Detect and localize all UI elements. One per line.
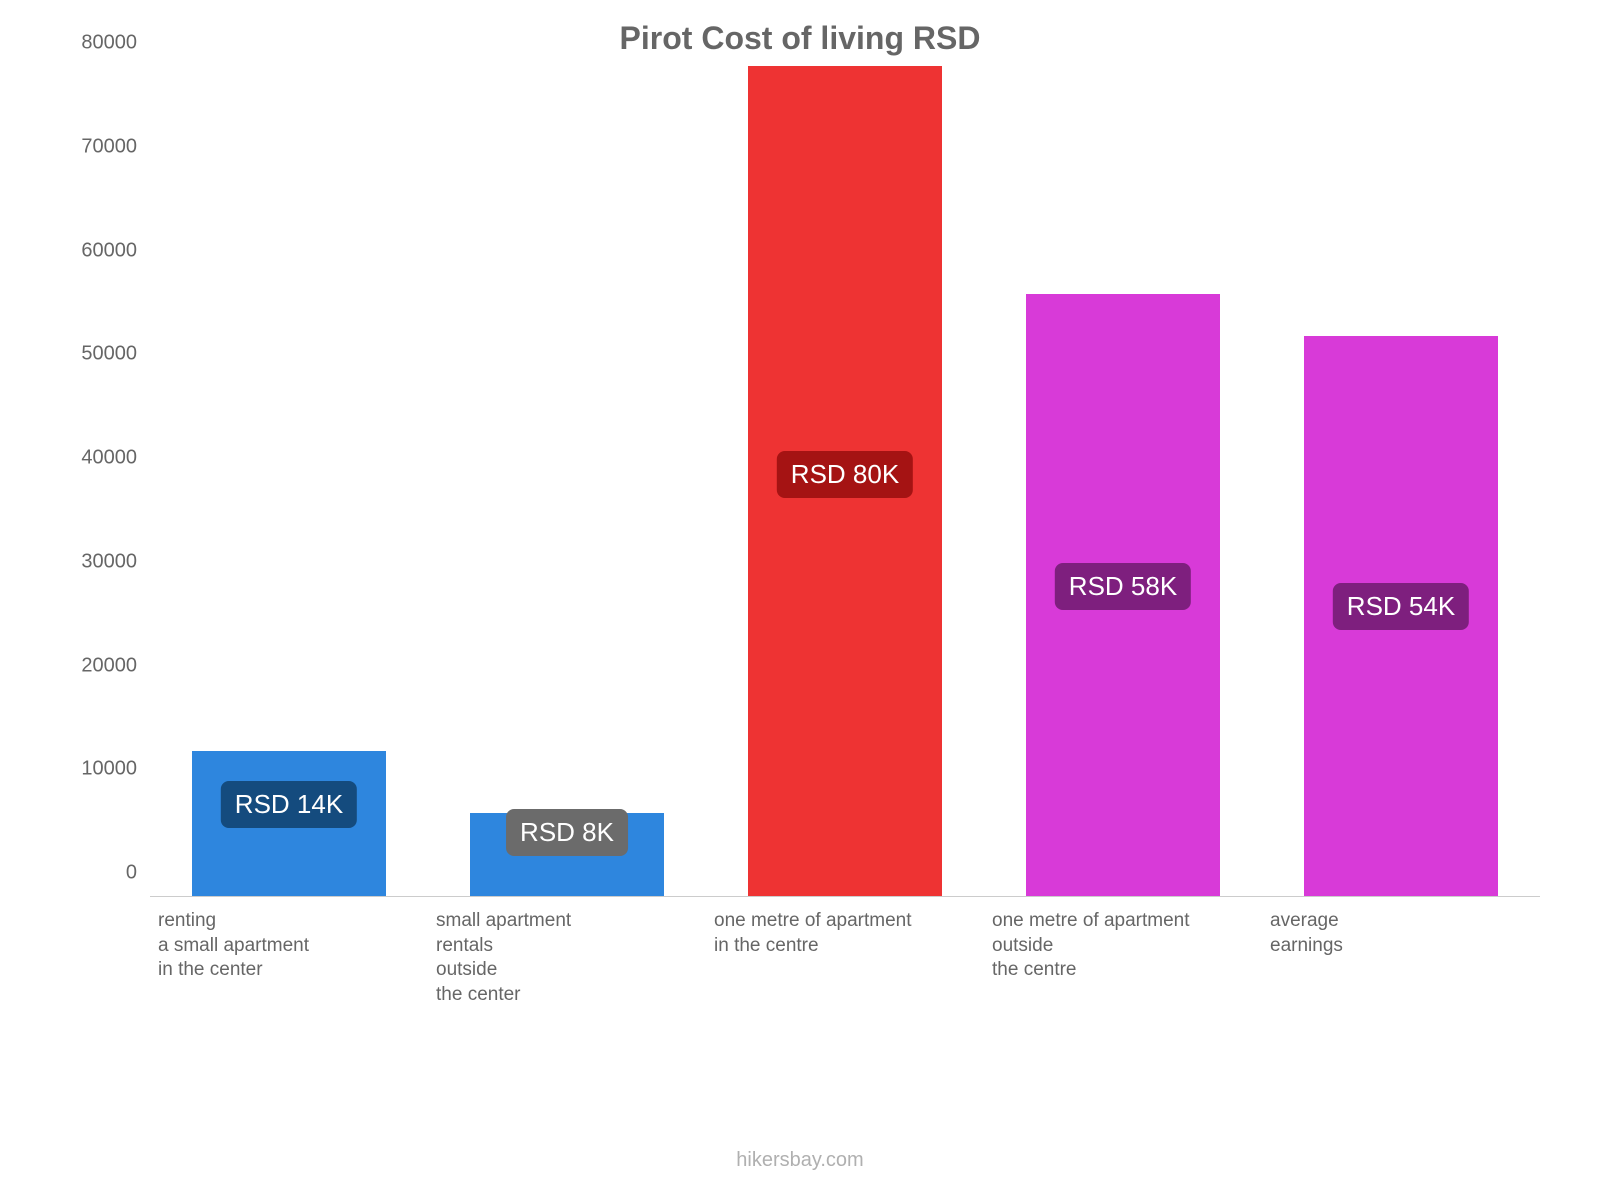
plot-area: 0100002000030000400005000060000700008000…: [150, 67, 1540, 897]
chart-title: Pirot Cost of living RSD: [60, 20, 1540, 57]
x-axis-labels: renting a small apartment in the centers…: [150, 909, 1540, 1008]
y-tick-label: 30000: [57, 550, 137, 573]
bar-slot: RSD 54K: [1262, 67, 1540, 896]
y-tick-label: 80000: [57, 32, 137, 55]
y-tick-label: 70000: [57, 135, 137, 158]
y-tick-label: 50000: [57, 343, 137, 366]
bar: RSD 58K: [1026, 294, 1221, 896]
y-tick-label: 40000: [57, 447, 137, 470]
y-axis: 0100002000030000400005000060000700008000…: [60, 67, 145, 896]
bar: RSD 8K: [470, 813, 665, 896]
x-axis-label: renting a small apartment in the center: [150, 909, 428, 1008]
bars-wrap: RSD 14K RSD 8K RSD 80K RSD 58K RSD 54K: [150, 67, 1540, 896]
x-axis-label: average earnings: [1262, 909, 1540, 1008]
bar-value-pill: RSD 54K: [1333, 583, 1469, 630]
bar-slot: RSD 14K: [150, 67, 428, 896]
bar-slot: RSD 8K: [428, 67, 706, 896]
bar-value-pill: RSD 14K: [221, 781, 357, 828]
y-tick-label: 20000: [57, 654, 137, 677]
x-axis-label: one metre of apartment outside the centr…: [984, 909, 1262, 1008]
x-axis-label: one metre of apartment in the centre: [706, 909, 984, 1008]
bar-value-pill: RSD 8K: [506, 809, 628, 856]
y-tick-label: 0: [57, 862, 137, 885]
y-tick-label: 60000: [57, 239, 137, 262]
bar: RSD 80K: [748, 66, 943, 896]
bar-slot: RSD 58K: [984, 67, 1262, 896]
chart-container: Pirot Cost of living RSD 010000200003000…: [60, 20, 1540, 1070]
attribution: hikersbay.com: [0, 1149, 1600, 1172]
bar: RSD 14K: [192, 751, 387, 896]
y-tick-label: 10000: [57, 758, 137, 781]
bar: RSD 54K: [1304, 336, 1499, 896]
bar-slot: RSD 80K: [706, 67, 984, 896]
bar-value-pill: RSD 58K: [1055, 563, 1191, 610]
x-axis-label: small apartment rentals outside the cent…: [428, 909, 706, 1008]
bar-value-pill: RSD 80K: [777, 451, 913, 498]
